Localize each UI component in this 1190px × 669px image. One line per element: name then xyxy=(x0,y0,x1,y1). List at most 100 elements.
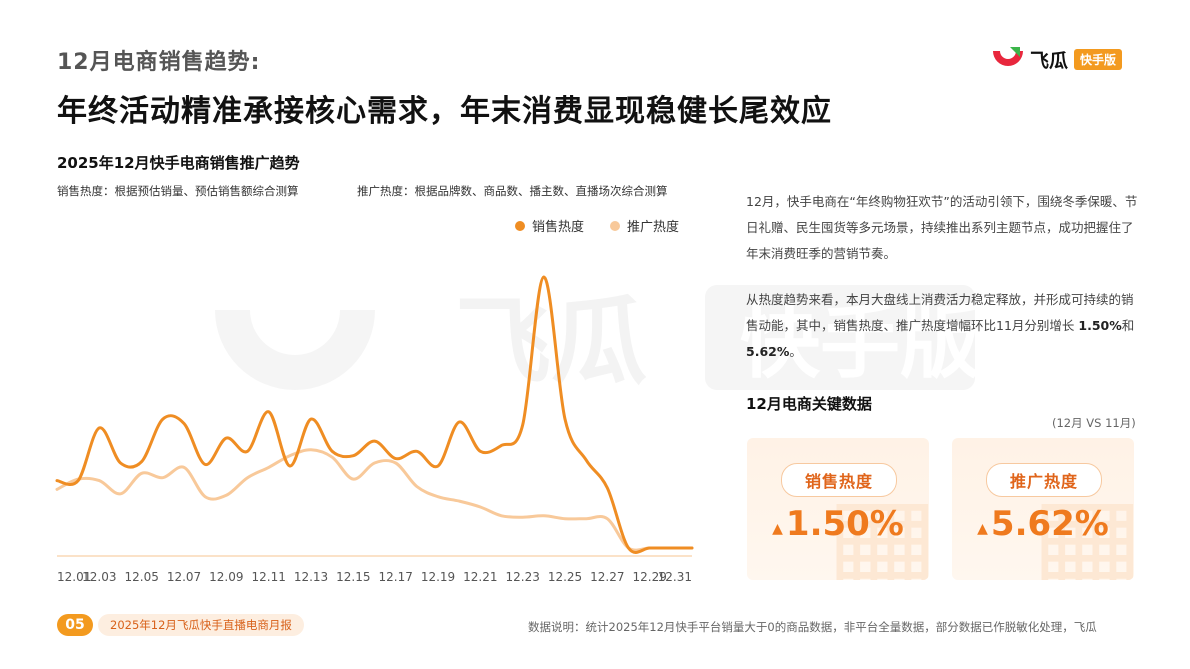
summary-paragraph-2: 从热度趋势来看，本月大盘线上消费活力稳定释放，并形成可持续的销售动能，其中，销售… xyxy=(746,287,1141,365)
data-point-promotion-12.27 xyxy=(606,517,609,520)
up-arrow-icon: ▲ xyxy=(772,521,783,537)
data-point-sales-12.31 xyxy=(690,546,694,550)
data-point-sales-12.23 xyxy=(521,423,524,427)
data-point-sales-12.30 xyxy=(669,546,673,550)
data-point-promotion-12.07 xyxy=(182,466,186,469)
data-point-promotion-12.16 xyxy=(373,461,376,465)
data-point-promotion-12.19 xyxy=(436,495,440,498)
data-point-promotion-12.20 xyxy=(457,499,461,503)
data-point-promotion-12.23 xyxy=(521,516,524,519)
data-point-sales-12.09 xyxy=(225,436,228,440)
data-point-promotion-12.17 xyxy=(394,461,397,465)
data-point-sales-12.01 xyxy=(55,479,59,482)
legend-dot-sales-icon xyxy=(515,220,525,231)
data-point-sales-12.11 xyxy=(267,410,270,413)
data-point-promotion-12.26 xyxy=(584,517,588,520)
card-value-row: ▲ 5.62% xyxy=(952,504,1134,544)
data-point-promotion-12.13 xyxy=(309,448,313,452)
chart-title: 2025年12月快手电商销售推广趋势 xyxy=(57,154,300,172)
summary-paragraph-1: 12月，快手电商在“年终购物狂欢节”的活动引领下，围绕冬季保暖、节日礼赠、民生囤… xyxy=(746,194,1138,261)
x-tick-label: 12.25 xyxy=(548,570,582,584)
data-point-sales-12.19 xyxy=(436,464,440,468)
data-point-promotion-12.21 xyxy=(479,505,482,509)
card-label: 推广热度 xyxy=(986,463,1102,497)
watermark-badge xyxy=(705,285,975,390)
key-data-title: 12月电商关键数据 xyxy=(746,395,872,413)
data-point-promotion-12.25 xyxy=(563,517,567,520)
x-tick-label: 12.03 xyxy=(82,570,116,584)
data-point-promotion-12.10 xyxy=(246,476,249,479)
chart-legend: 销售热度 推广热度 xyxy=(515,216,705,235)
data-point-sales-12.17 xyxy=(394,457,397,460)
x-tick-label: 12.15 xyxy=(336,570,370,584)
page-title: 年终活动精准承接核心需求，年末消费显现稳健长尾效应 xyxy=(57,94,832,129)
x-tick-label: 12.07 xyxy=(167,570,201,584)
legend-item-sales: 销售热度 xyxy=(515,216,584,235)
x-tick-label: 12.27 xyxy=(590,570,624,584)
data-point-sales-12.21 xyxy=(479,450,482,453)
data-point-sales-12.02 xyxy=(76,479,80,482)
data-point-sales-12.13 xyxy=(309,417,313,421)
data-point-sales-12.05 xyxy=(140,460,143,463)
legend-dot-promotion-icon xyxy=(610,220,621,231)
data-point-sales-12.12 xyxy=(288,464,292,468)
data-point-promotion-12.18 xyxy=(415,485,419,488)
legend-label-promotion: 推广热度 xyxy=(627,220,680,235)
watermark: 飞瓜 快手版 xyxy=(215,285,980,398)
page-subtitle: 12月电商销售趋势: xyxy=(57,50,261,75)
card-value-row: ▲ 1.50% xyxy=(747,504,929,544)
data-point-sales-12.20 xyxy=(457,420,461,424)
data-point-promotion-12.01 xyxy=(55,488,59,491)
data-point-sales-12.10 xyxy=(246,450,249,453)
data-point-promotion-12.08 xyxy=(203,495,207,498)
brand-name: 飞瓜 xyxy=(1030,49,1069,72)
data-point-promotion-12.11 xyxy=(267,466,270,469)
data-point-sales-12.15 xyxy=(352,454,355,457)
key-data-card-sales: ▦ 销售热度 ▲ 1.50% xyxy=(747,438,929,580)
data-point-sales-12.29 xyxy=(648,546,651,550)
card-value: 1.50% xyxy=(785,504,904,544)
x-tick-label: 12.11 xyxy=(251,570,285,584)
watermark-logo-mark xyxy=(215,310,375,390)
x-tick-label: 12.21 xyxy=(463,570,497,584)
x-tick-label: 12.01 xyxy=(57,570,91,584)
page-number: 05 xyxy=(57,614,93,636)
legend-label-sales: 销售热度 xyxy=(532,220,585,235)
up-arrow-icon: ▲ xyxy=(977,521,988,537)
data-point-promotion-12.05 xyxy=(140,472,143,475)
data-point-sales-12.18 xyxy=(415,450,419,453)
brand-logo: 飞瓜 快手版 xyxy=(990,44,1123,74)
data-point-promotion-12.24 xyxy=(542,514,546,517)
summary-p2-value-1: 1.50% xyxy=(1078,318,1122,333)
x-tick-label: 12.23 xyxy=(505,570,539,584)
data-point-sales-12.25 xyxy=(563,417,567,421)
data-point-promotion-12.22 xyxy=(500,514,503,517)
data-point-sales-12.07 xyxy=(182,422,186,425)
x-tick-label: 12.19 xyxy=(421,570,455,584)
data-point-sales-12.03 xyxy=(98,426,101,430)
series-line-promotion xyxy=(55,448,694,552)
x-tick-label: 12.13 xyxy=(294,570,328,584)
summary-p2-value-2: 5.62% xyxy=(746,344,790,359)
data-point-sales-12.22 xyxy=(500,444,503,447)
data-point-promotion-12.06 xyxy=(161,476,165,479)
summary-p2-prefix: 从热度趋势来看，本月大盘线上消费活力稳定释放，并形成可持续的销售动能，其中，销售… xyxy=(746,292,1134,333)
card-value: 5.62% xyxy=(990,504,1109,544)
x-tick-label: 12.31 xyxy=(658,570,692,584)
data-point-sales-12.06 xyxy=(161,417,165,421)
data-point-sales-12.26 xyxy=(584,458,588,462)
data-point-promotion-12.12 xyxy=(288,454,292,457)
data-point-sales-12.14 xyxy=(330,450,334,453)
data-point-sales-12.16 xyxy=(373,439,376,443)
x-tick-label: 12.17 xyxy=(378,570,412,584)
data-point-sales-12.27 xyxy=(606,486,609,490)
data-point-promotion-12.04 xyxy=(119,492,122,495)
watermark-badge-text: 快手版 xyxy=(740,296,980,389)
key-data-card-promotion: ▦ 推广热度 ▲ 5.62% xyxy=(952,438,1134,580)
data-point-promotion-12.09 xyxy=(225,494,228,497)
data-note: 数据说明：统计2025年12月快手平台销量大于0的商品数据，非平台全量数据，部分… xyxy=(528,620,1097,634)
key-data-compare: (12月 VS 11月) xyxy=(1052,416,1136,430)
brand-badge: 快手版 xyxy=(1074,48,1123,70)
data-point-promotion-12.14 xyxy=(330,455,334,459)
